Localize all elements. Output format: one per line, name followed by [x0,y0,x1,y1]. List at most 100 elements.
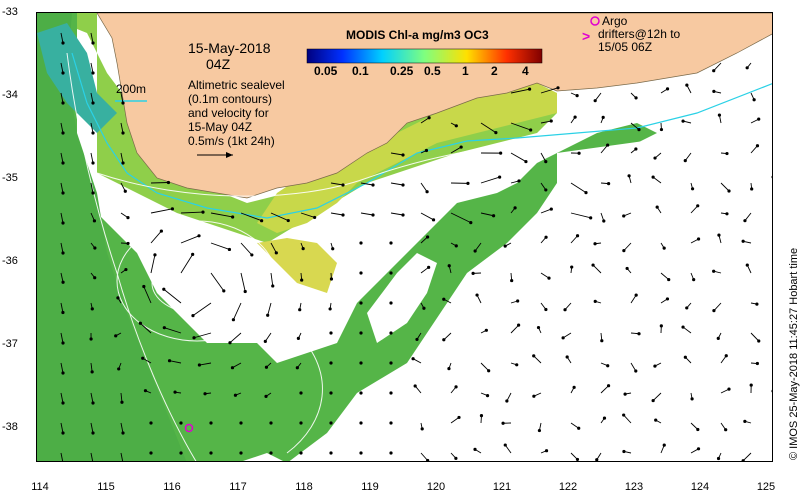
velocity-arrow-head [61,401,65,405]
velocity-arrow-shaft [90,182,94,194]
velocity-arrow-head [491,214,496,218]
velocity-arrow-head [191,252,195,256]
velocity-arrow-shaft [623,414,632,424]
velocity-arrow-head [725,212,729,216]
velocity-arrow-head [516,299,520,303]
velocity-arrow-head [120,400,124,404]
velocity-arrow-head [264,394,268,398]
velocity-arrow-head [653,364,657,368]
velocity-arrow-shaft [713,62,722,72]
velocity-arrow-shaft [120,452,124,461]
velocity-arrow-head [179,421,183,425]
argo-caption-line: drifters@12h to [598,27,681,41]
velocity-arrow-head [61,221,65,225]
velocity-arrow-head [91,161,95,165]
velocity-arrow-head [197,363,202,367]
velocity-arrow-head [685,83,689,87]
velocity-arrow-head [167,359,172,363]
velocity-arrow-shaft [480,212,494,217]
velocity-arrow-head [124,267,128,272]
velocity-arrow-shaft [60,242,64,254]
velocity-arrow-shaft [570,182,587,194]
velocity-arrow-shaft [540,208,552,214]
velocity-arrow-head [510,278,514,283]
velocity-arrow-shaft [474,242,482,252]
velocity-arrow-head [179,451,183,455]
velocity-arrow-shaft [180,235,200,244]
velocity-arrow-head [447,367,451,371]
velocity-arrow-head [595,458,599,461]
velocity-arrow-shaft [690,205,699,214]
colorbar [306,48,543,64]
velocity-arrow-head [203,392,207,396]
velocity-arrow-head [260,219,264,223]
velocity-arrow-shaft [120,122,124,134]
velocity-arrow-shaft [270,272,274,287]
velocity-arrow-head [716,456,721,461]
velocity-arrow-head [471,271,475,275]
velocity-arrow-shaft [60,332,64,344]
velocity-arrow-head [413,384,417,388]
velocity-arrow-head [359,301,363,305]
velocity-arrow-head [61,251,65,255]
argo-caption-line: 15/05 06Z [598,40,653,54]
velocity-arrow-head [61,191,65,195]
velocity-arrow-head [716,336,720,340]
velocity-arrow-shaft [90,422,94,434]
velocity-arrow-head [724,428,728,432]
velocity-arrow-head [91,401,95,405]
velocity-arrow-head [61,101,65,105]
velocity-arrow-shaft [450,146,462,154]
velocity-arrow-head [91,191,95,195]
velocity-arrow-head [296,336,301,341]
velocity-arrow-head [563,308,567,312]
velocity-arrow-shaft [150,254,156,274]
velocity-arrow-head [536,325,541,330]
velocity-arrow-head [61,41,65,45]
velocity-arrow-head [91,101,95,105]
velocity-arrow-shaft [390,212,404,216]
velocity-arrow-head [755,144,760,148]
velocity-arrow-shaft [90,452,94,461]
velocity-arrow-head [341,183,345,187]
velocity-arrow-head [741,459,745,461]
velocity-arrow-head [513,206,517,210]
velocity-arrow-head [266,313,270,317]
velocity-arrow-head [162,287,166,291]
velocity-arrow-head [329,451,333,455]
y-tick-label: -36 [2,255,18,267]
velocity-arrow-head [741,239,745,243]
velocity-arrow-head [153,253,157,257]
velocity-arrow-shaft [300,212,315,218]
velocity-arrow-head [485,393,490,398]
velocity-arrow-shaft [140,322,152,334]
velocity-arrow-head [544,449,549,453]
velocity-arrow-head [331,247,335,251]
velocity-arrow-head [89,337,93,341]
velocity-arrow-shaft [90,122,94,134]
velocity-arrow-shaft [210,242,230,250]
velocity-arrow-head [623,392,627,396]
velocity-arrow-shaft [143,286,152,304]
velocity-arrow-head [170,207,174,211]
velocity-arrow-shaft [267,302,272,316]
velocity-arrow-head [473,447,477,451]
velocity-arrow-shaft [90,392,94,404]
velocity-arrow-head [197,234,201,238]
velocity-arrow-head [227,247,232,252]
velocity-arrow-head [359,331,363,335]
velocity-arrow-shaft [510,122,531,131]
velocity-arrow-shaft [150,230,162,244]
argo-drifter-marker [184,423,194,433]
velocity-arrow-shaft [60,62,64,74]
velocity-arrow-shaft [750,145,758,154]
velocity-arrow-head [517,323,521,327]
velocity-arrow-head [92,219,97,223]
velocity-arrow-shaft [713,302,722,311]
velocity-arrow-head [547,276,551,280]
velocity-arrow-shaft [60,452,64,461]
velocity-arrow-head [192,336,196,340]
velocity-arrow-shaft [229,332,242,344]
velocity-arrow-head [447,264,451,268]
x-tick-label: 122 [558,481,578,493]
